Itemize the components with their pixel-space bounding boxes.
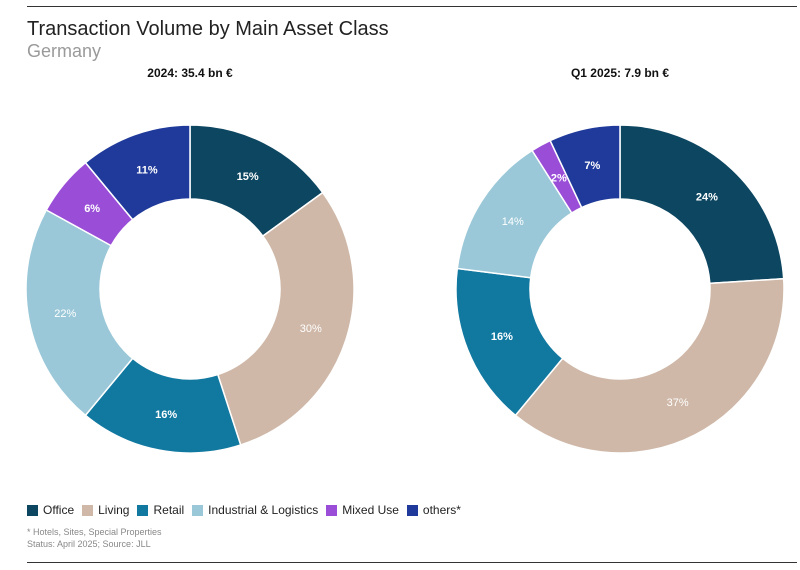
legend-item-mixed-use: Mixed Use (326, 503, 399, 517)
donut-2024-slice-living (216, 191, 355, 446)
legend-label-living: Living (98, 503, 130, 517)
legend-label-industrial-logistics: Industrial & Logistics (208, 503, 319, 517)
donut-2024-slice-industrial-logistics (25, 208, 134, 417)
legend-item-industrial-logistics: Industrial & Logistics (192, 503, 318, 517)
legend-label-office: Office (43, 503, 75, 517)
donut-2024-label-industrial-logistics: 22% (54, 308, 76, 320)
donut-q1-2025-title: Q1 2025: 7.9 bn € (570, 66, 670, 80)
legend-label-mixed-use: Mixed Use (342, 503, 399, 517)
legend-swatch-living (82, 504, 94, 516)
bottom-rule (27, 562, 797, 563)
footnote-status-source: Status: April 2025; Source: JLL (27, 539, 151, 549)
legend-swatch-office (27, 504, 38, 516)
top-rule (27, 6, 797, 7)
donut-q1-2025-slice-others (549, 124, 621, 209)
donut-2024-label-others: 11% (136, 165, 158, 177)
donut-q1-2025-label-others: 7% (584, 160, 600, 172)
legend-swatch-retail (137, 504, 149, 516)
donut-q1-2025-label-mixed-use: 2% (551, 173, 567, 185)
legend-item-others: others* (406, 503, 461, 517)
donut-q1-2025-label-living: 37% (667, 397, 689, 409)
donut-q1-2025-label-industrial-logistics: 14% (502, 216, 524, 228)
footnote-asterisk-note: * Hotels, Sites, Special Properties (27, 527, 162, 537)
donut-2024-slice-others (84, 124, 191, 221)
legend-item-living: Living (82, 503, 129, 517)
legend-item-retail: Retail (137, 503, 184, 517)
footnote: * Hotels, Sites, Special Properties Stat… (27, 526, 162, 550)
legend-swatch-industrial-logistics (192, 504, 204, 516)
donut-q1-2025-slice-living (514, 277, 785, 454)
donut-2024-label-retail: 16% (155, 409, 177, 421)
donut-q1-2025-label-retail: 16% (491, 331, 513, 343)
legend-label-retail: Retail (153, 503, 185, 517)
donut-2024-label-mixed-use: 6% (84, 203, 100, 215)
legend-item-office: Office (27, 503, 74, 517)
chart-legend: Office Living Retail Industrial & Logist… (27, 503, 469, 517)
chart-main-title: Transaction Volume by Main Asset Class (27, 18, 389, 40)
legend-label-others: others* (422, 503, 461, 517)
donut-q1-2025-slice-office (619, 124, 785, 285)
donut-2024-label-office: 15% (237, 171, 259, 183)
chart-subtitle: Germany (27, 41, 102, 61)
legend-swatch-others (406, 504, 418, 516)
donut-2024-label-living: 30% (300, 323, 322, 335)
donut-2024-title: 2024: 35.4 bn € (147, 66, 233, 80)
donut-q1-2025-label-office: 24% (696, 191, 718, 203)
legend-swatch-mixed-use (326, 504, 338, 516)
